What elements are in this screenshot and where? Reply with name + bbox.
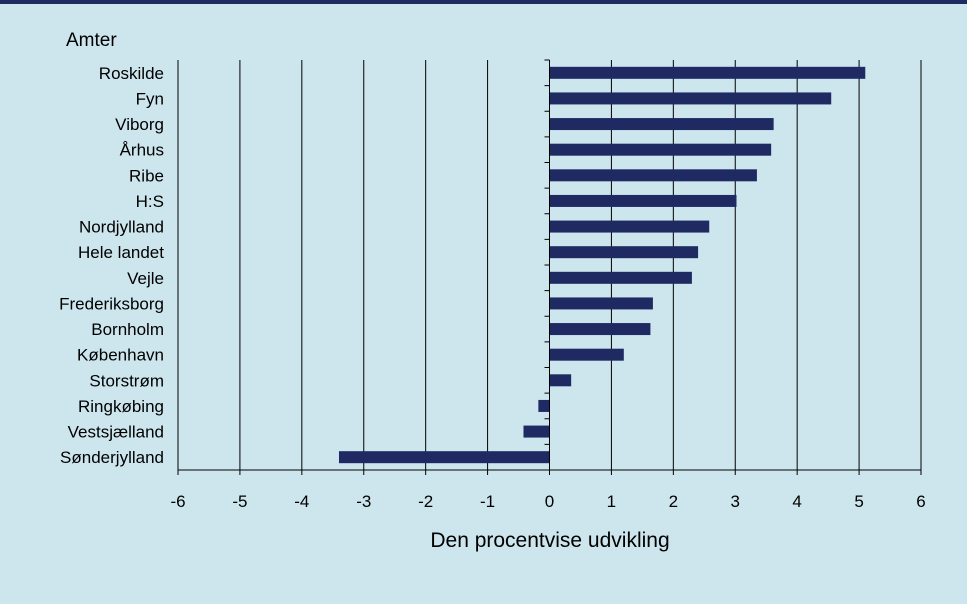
bars [338,66,866,464]
x-tick-label: -6 [170,492,185,511]
bar-h-s [549,194,737,207]
category-label: Storstrøm [89,371,164,390]
y-axis-title: Amter [66,30,117,51]
category-label: Roskilde [99,64,164,83]
bar-vejle [549,271,692,284]
category-label: Fyn [136,89,164,108]
x-tick-label: 6 [916,492,925,511]
category-label: Nordjylland [79,218,164,237]
category-label: Ringkøbing [78,397,164,416]
bar-chart: Roskilde Fyn Viborg Århus Ribe H:S Nordjylland… [59,30,926,552]
x-tick-label: 2 [669,492,678,511]
x-tick-label: -5 [232,492,247,511]
x-axis-title: Den procentvise udvikling [430,529,669,552]
category-label: Århus [120,141,164,160]
x-tick-label: -1 [480,492,495,511]
category-label: Vejle [127,269,164,288]
category-label: H:S [136,192,164,211]
x-tick-label: 3 [731,492,740,511]
category-label: Frederiksborg [59,294,164,313]
x-tick-label: -3 [356,492,371,511]
bar-hele-landet [549,246,699,259]
bar-storstrøm [549,374,572,387]
category-label: Viborg [115,115,164,134]
bar-ringkøbing [538,399,550,412]
gridlines [177,60,922,470]
category-label: København [77,346,164,365]
bar-frederiksborg [549,297,653,310]
bar-ribe [549,169,757,182]
category-label: Hele landet [78,243,164,262]
category-label: Bornholm [91,320,164,339]
bar-nordjylland [549,220,710,233]
x-tick-label: 1 [607,492,616,511]
category-label: Vestsjælland [68,423,164,442]
category-label: Ribe [129,166,164,185]
x-tick-label: -4 [294,492,309,511]
axes [177,59,922,475]
category-labels: Roskilde Fyn Viborg Århus Ribe H:S Nordjylland… [59,64,164,467]
x-tick-label: -2 [418,492,433,511]
bar-bornholm [549,323,651,336]
x-tick-label: 5 [854,492,863,511]
bar-vestsjælland [523,425,550,438]
category-label: Sønderjylland [60,448,164,467]
bar-viborg [549,118,774,131]
x-tick-labels: -6 -5 -4 -3 -2 -1 0 1 2 3 4 5 6 [170,492,925,511]
bar-århus [549,143,772,156]
x-tick-label: 4 [792,492,801,511]
bar-fyn [549,92,832,105]
bar-københavn [549,348,624,361]
bar-roskilde [549,66,866,79]
x-tick-label: 0 [545,492,554,511]
bar-sønderjylland [338,451,550,464]
